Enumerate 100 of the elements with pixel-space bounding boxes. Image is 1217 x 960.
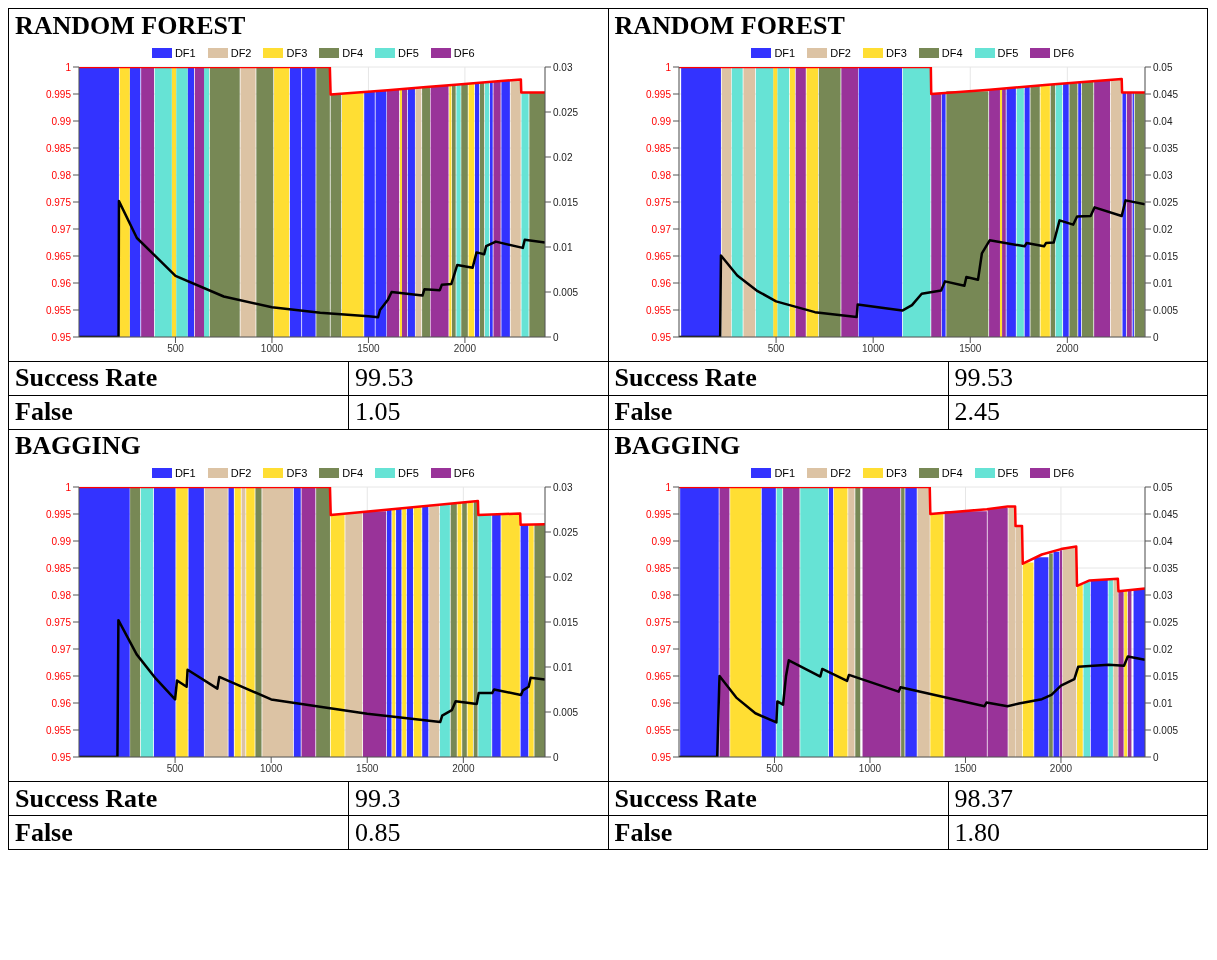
x-tick-label: 1000 xyxy=(261,342,284,354)
y-tick-label: 0.96 xyxy=(651,697,672,709)
y2-tick-label: 0 xyxy=(553,331,560,343)
text: False xyxy=(8,395,349,429)
legend-label: DF4 xyxy=(342,46,364,59)
y2-tick-label: 0.03 xyxy=(553,61,574,73)
y2-tick-label: 0.005 xyxy=(1152,724,1179,736)
y-tick-label: 0.965 xyxy=(46,250,72,262)
text: False xyxy=(608,815,948,850)
x-tick-label: 1500 xyxy=(357,342,381,354)
text: 0.85 xyxy=(348,815,608,850)
y-tick-label: 0.965 xyxy=(645,250,672,262)
x-tick-label: 1500 xyxy=(954,763,977,775)
y-tick-label: 0.995 xyxy=(46,508,72,520)
y2-tick-label: 0.01 xyxy=(553,661,574,673)
y2-tick-label: 0.015 xyxy=(553,196,579,208)
legend-label: DF1 xyxy=(174,467,196,479)
legend-label: DF6 xyxy=(453,46,475,59)
y-tick-label: 0.99 xyxy=(51,535,72,547)
y2-tick-label: 0.03 xyxy=(1152,589,1173,601)
y2-tick-label: 0.01 xyxy=(1152,697,1173,709)
y-tick-label: 1 xyxy=(665,61,672,73)
y-tick-label: 0.965 xyxy=(645,670,672,682)
legend-label: DF2 xyxy=(230,467,252,479)
x-tick-label: 500 xyxy=(166,763,185,775)
y2-tick-label: 0.015 xyxy=(553,616,579,628)
y-tick-label: 0.97 xyxy=(51,643,72,655)
y-tick-label: 0.985 xyxy=(46,142,72,154)
y-tick-label: 0.965 xyxy=(46,670,72,682)
y-tick-label: 0.99 xyxy=(51,115,72,127)
y2-tick-label: 0.01 xyxy=(1152,277,1173,289)
x-tick-label: 1000 xyxy=(260,763,283,775)
legend-label: DF6 xyxy=(453,467,475,479)
y-tick-label: 0.995 xyxy=(645,88,672,100)
legend-label: DF2 xyxy=(830,46,851,59)
x-tick-label: 1500 xyxy=(356,763,380,775)
y-tick-label: 1 xyxy=(65,481,72,493)
legend-label: DF2 xyxy=(830,467,851,479)
legend-label: DF5 xyxy=(997,467,1019,479)
y-tick-label: 0.99 xyxy=(651,535,672,547)
y2-tick-label: 0.005 xyxy=(1152,304,1179,316)
x-tick-label: 2000 xyxy=(452,763,476,775)
y2-tick-label: 0.03 xyxy=(1152,169,1173,181)
y-tick-label: 0.97 xyxy=(651,643,672,655)
y2-tick-label: 0.02 xyxy=(1152,223,1173,235)
y2-tick-label: 0.04 xyxy=(1152,535,1173,547)
y2-tick-label: 0.025 xyxy=(553,526,579,538)
legend-label: DF4 xyxy=(941,467,963,479)
y-tick-label: 0.995 xyxy=(46,88,72,100)
y-tick-label: 0.955 xyxy=(46,304,72,316)
y-tick-label: 1 xyxy=(65,61,72,73)
y-tick-label: 0.95 xyxy=(51,331,72,343)
y2-tick-label: 0.025 xyxy=(1152,616,1179,628)
x-tick-label: 500 xyxy=(765,763,784,775)
x-tick-label: 500 xyxy=(767,342,785,354)
text: 2.45 xyxy=(948,395,1208,429)
y2-tick-label: 0.045 xyxy=(1152,508,1179,520)
chart-title: BAGGING xyxy=(8,429,608,463)
y-tick-label: 0.96 xyxy=(51,277,72,289)
y-tick-label: 0.955 xyxy=(645,304,672,316)
y-tick-label: 0.97 xyxy=(51,223,72,235)
y2-tick-label: 0.02 xyxy=(553,571,574,583)
y-tick-label: 0.97 xyxy=(651,223,672,235)
text: False xyxy=(8,815,349,850)
text: False xyxy=(608,395,948,429)
y-tick-label: 0.975 xyxy=(645,616,672,628)
y-tick-label: 0.985 xyxy=(645,562,672,574)
x-tick-label: 500 xyxy=(167,342,185,354)
y2-tick-label: 0.045 xyxy=(1152,88,1179,100)
y2-tick-label: 0.015 xyxy=(1152,250,1179,262)
y-tick-label: 0.975 xyxy=(46,196,72,208)
legend-label: DF4 xyxy=(342,467,364,479)
y2-tick-label: 0.025 xyxy=(553,106,579,118)
legend-label: DF3 xyxy=(286,467,308,479)
y-tick-label: 0.995 xyxy=(645,508,672,520)
y2-tick-label: 0.005 xyxy=(553,286,579,298)
y-tick-label: 0.975 xyxy=(46,616,72,628)
y2-tick-label: 0.03 xyxy=(553,481,574,493)
legend-label: DF6 xyxy=(1053,467,1075,479)
legend-label: DF5 xyxy=(398,467,419,479)
y2-tick-label: 0.025 xyxy=(1152,196,1179,208)
y2-tick-label: 0.035 xyxy=(1152,142,1179,154)
text: 1.80 xyxy=(948,815,1208,850)
legend-label: DF6 xyxy=(1053,46,1075,59)
legend-label: DF1 xyxy=(774,46,796,59)
y-tick-label: 0.96 xyxy=(651,277,672,289)
chart-title: RANDOM FOREST xyxy=(8,8,608,43)
y2-tick-label: 0 xyxy=(553,751,560,763)
text: 99.3 xyxy=(348,781,608,816)
y-tick-label: 0.99 xyxy=(651,115,672,127)
x-tick-label: 2000 xyxy=(1049,763,1073,775)
legend-label: DF4 xyxy=(941,46,963,59)
y-tick-label: 0.955 xyxy=(46,724,72,736)
text: Success Rate xyxy=(608,781,948,816)
y-tick-label: 0.98 xyxy=(651,169,672,181)
y-tick-label: 0.985 xyxy=(46,562,72,574)
legend-label: DF5 xyxy=(997,46,1019,59)
y2-tick-label: 0.02 xyxy=(1152,643,1173,655)
y-tick-label: 0.95 xyxy=(651,331,672,343)
y2-tick-label: 0.035 xyxy=(1152,562,1179,574)
